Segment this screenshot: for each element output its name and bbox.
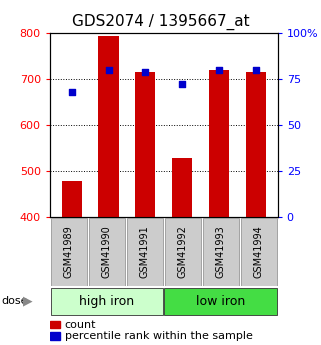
Bar xyxy=(209,70,229,217)
Bar xyxy=(165,218,201,286)
Text: dose: dose xyxy=(2,296,28,306)
Text: high iron: high iron xyxy=(79,295,134,307)
Text: GSM41992: GSM41992 xyxy=(178,225,188,278)
Text: GDS2074 / 1395667_at: GDS2074 / 1395667_at xyxy=(72,14,249,30)
Text: percentile rank within the sample: percentile rank within the sample xyxy=(65,331,252,341)
Text: GSM41990: GSM41990 xyxy=(102,226,112,278)
Bar xyxy=(135,71,155,217)
Text: low iron: low iron xyxy=(196,295,245,307)
Point xyxy=(106,67,111,72)
Text: GSM41993: GSM41993 xyxy=(216,226,226,278)
Bar xyxy=(99,36,119,217)
Point xyxy=(69,89,74,95)
Text: GSM41991: GSM41991 xyxy=(140,226,150,278)
Bar xyxy=(62,181,82,217)
Text: ▶: ▶ xyxy=(23,295,33,307)
Text: GSM41994: GSM41994 xyxy=(254,226,264,278)
Bar xyxy=(241,218,276,286)
Bar xyxy=(203,218,239,286)
Bar xyxy=(246,71,266,217)
Text: GSM41989: GSM41989 xyxy=(64,226,74,278)
Bar xyxy=(51,218,87,286)
Point xyxy=(216,67,221,72)
Bar xyxy=(127,218,162,286)
Bar xyxy=(50,321,60,328)
Point xyxy=(143,69,148,74)
Bar xyxy=(89,218,125,286)
Point xyxy=(253,67,258,72)
Bar xyxy=(164,287,277,315)
Text: count: count xyxy=(65,319,96,329)
Bar xyxy=(50,332,60,340)
Bar xyxy=(172,158,192,217)
Point xyxy=(179,82,185,87)
Bar xyxy=(50,287,163,315)
